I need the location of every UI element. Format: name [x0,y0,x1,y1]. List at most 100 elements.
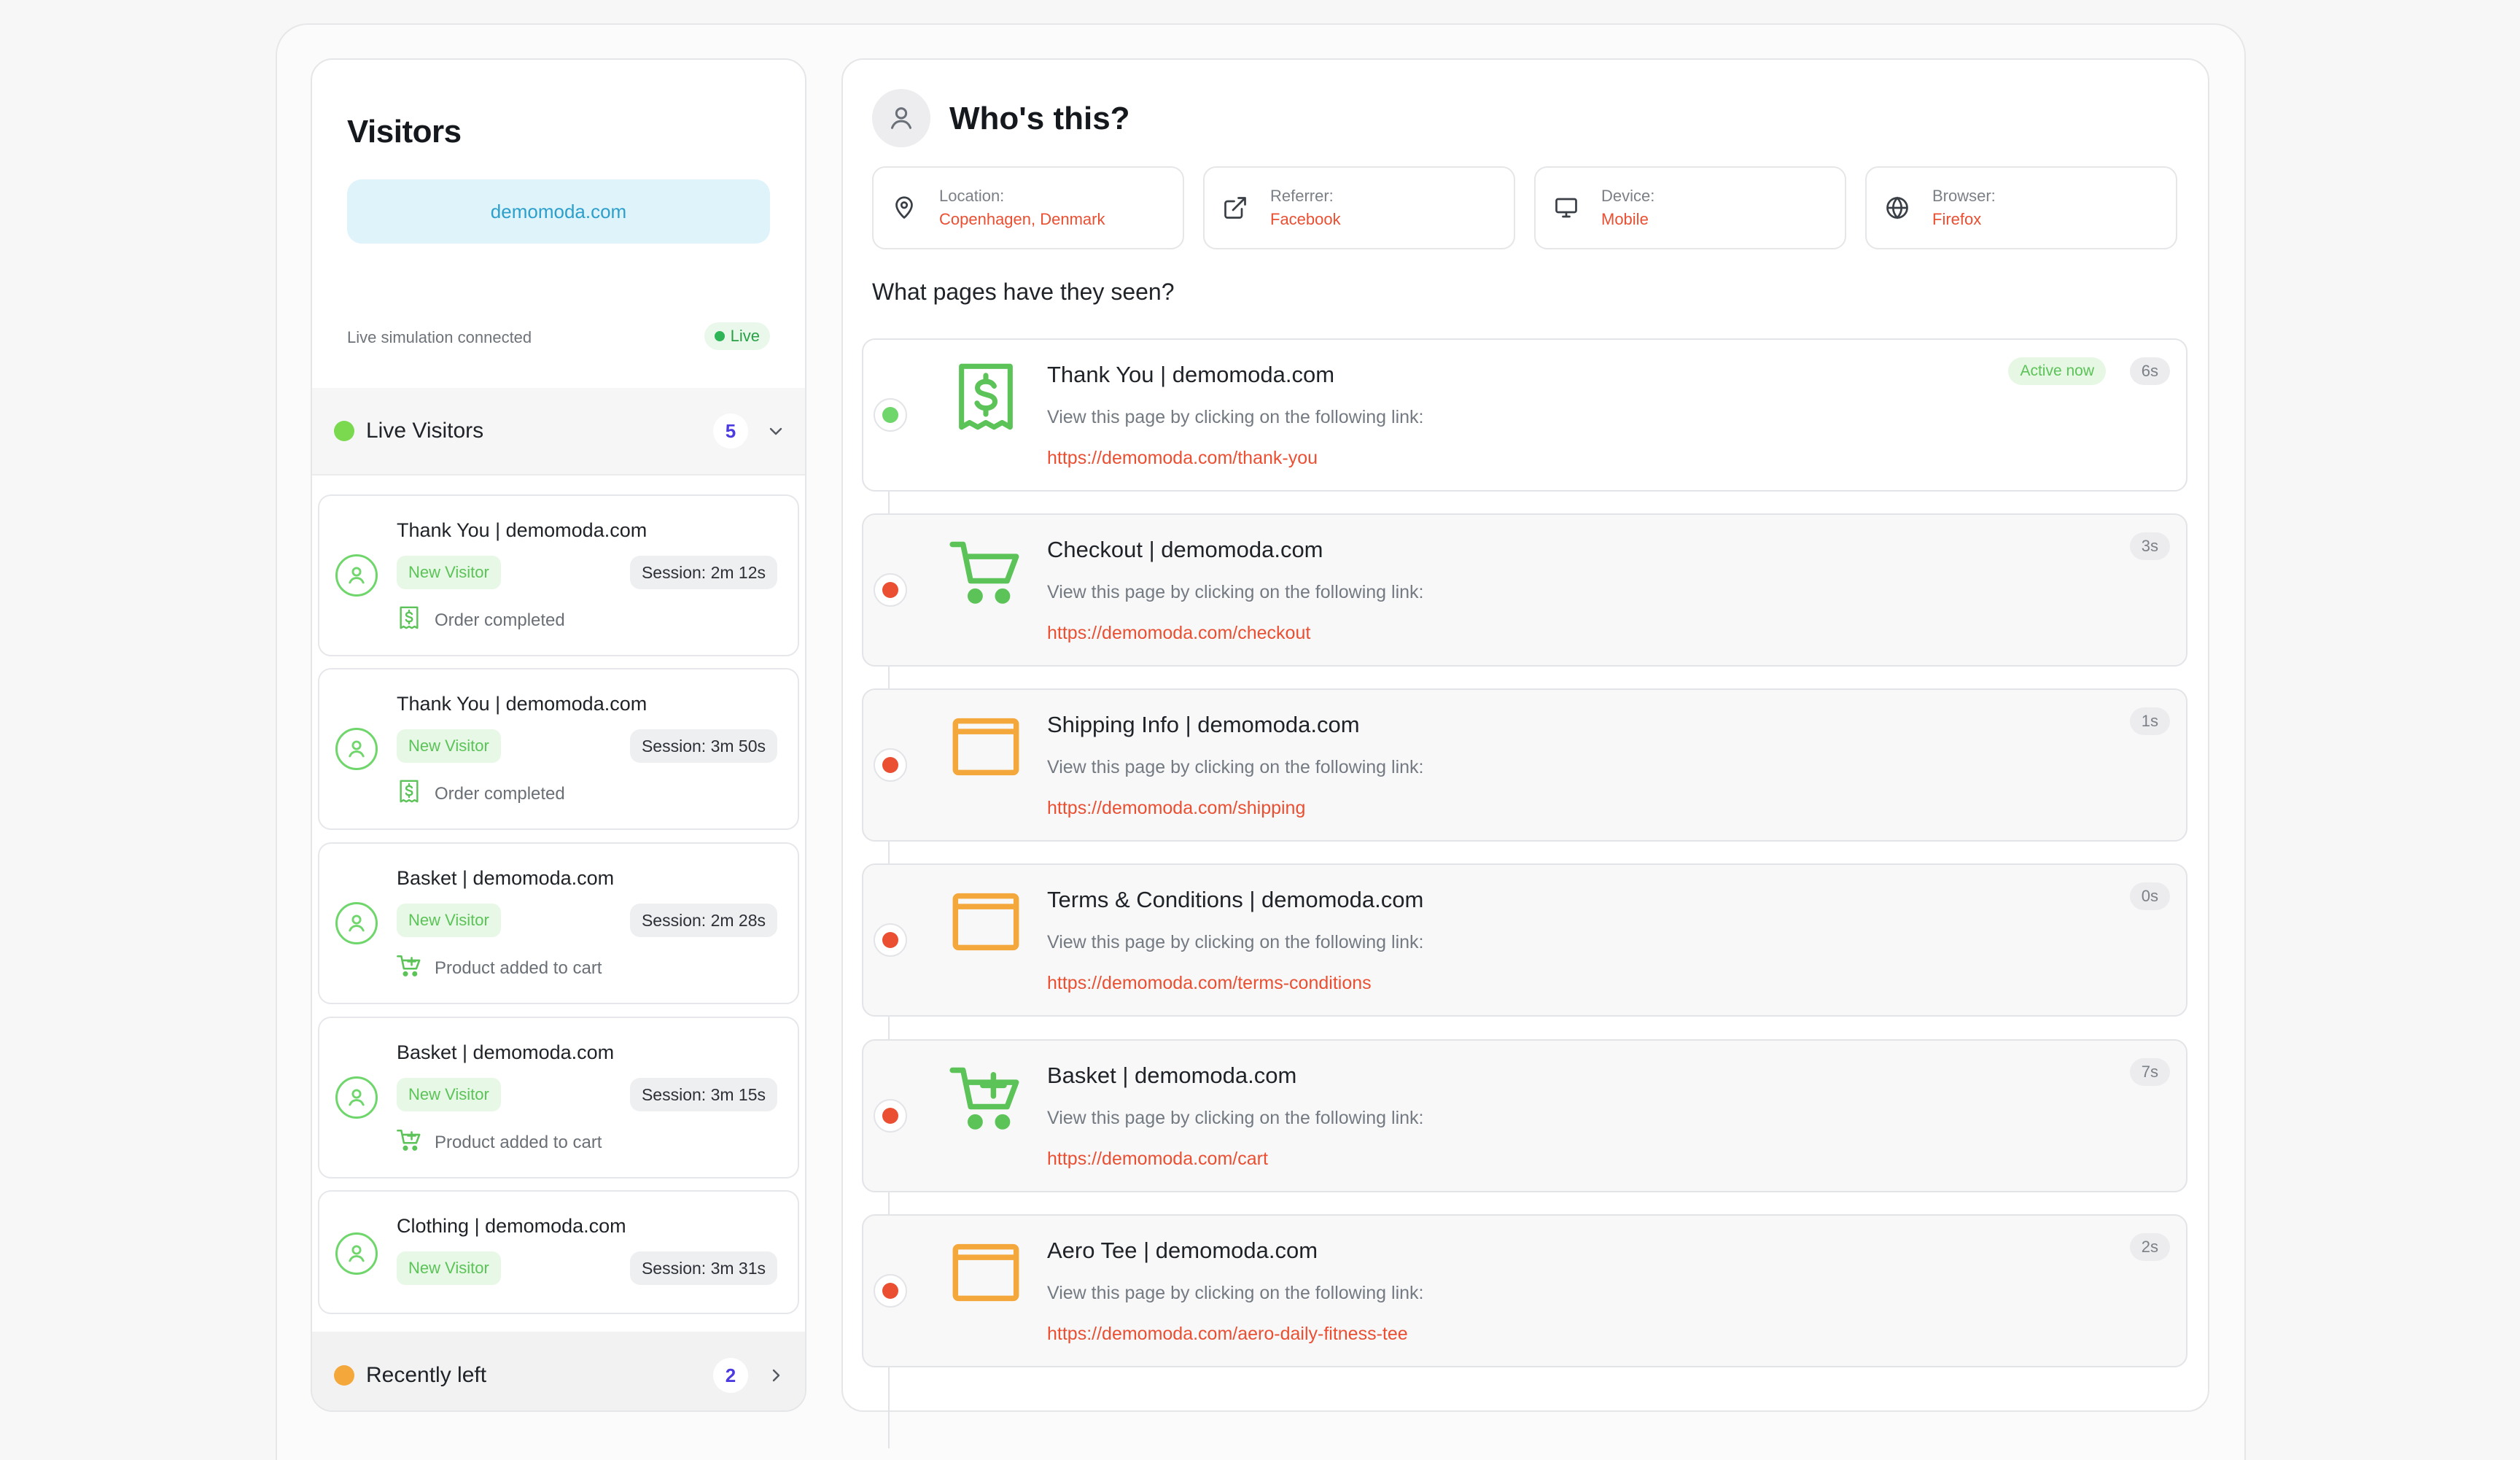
visitor-avatar-icon [335,902,378,944]
page-title: Aero Tee | demomoda.com [1047,1238,1318,1263]
page-link[interactable]: https://demomoda.com/terms-conditions [1047,973,1372,993]
page-link-hint: View this page by clicking on the follow… [1047,757,1424,777]
visitor-avatar-icon [335,554,378,597]
red-status-dot-icon [882,932,898,948]
page-link-hint: View this page by clicking on the follow… [1047,407,1424,427]
info-card-referrer: Referrer: Facebook [1203,166,1515,249]
visitor-detail-panel: Who's this? Location: Copenhagen, Denmar… [841,58,2209,1448]
green-status-dot-icon [882,407,898,423]
visitor-avatar-icon [335,1076,378,1119]
live-visitors-count: 5 [713,413,748,449]
visitor-page-title: Thank You | demomoda.com [397,519,648,541]
red-status-dot-icon [882,582,898,598]
detail-title: Who's this? [949,101,1130,136]
cart-icon [949,535,1022,608]
browser-window-icon [949,710,1022,783]
cart-plus-icon [949,1061,1022,1134]
page-link[interactable]: https://demomoda.com/aero-daily-fitness-… [1047,1324,1408,1344]
recently-left-header[interactable]: Recently left 2 [312,1332,805,1410]
page-link-hint: View this page by clicking on the follow… [1047,1108,1424,1128]
time-on-page-badge: 6s [2129,357,2170,385]
visited-page-item: Thank You | demomoda.com View this page … [862,338,2188,492]
recently-left-label: Recently left [366,1363,487,1387]
browser-window-icon [949,885,1022,958]
session-duration-badge: Session: 2m 28s [629,904,777,937]
timeline-node [874,398,907,432]
visited-page-item: Aero Tee | demomoda.com View this page b… [862,1214,2188,1367]
recently-left-count: 2 [713,1358,748,1393]
info-label: Browser: [1932,187,1996,205]
time-on-page-badge: 1s [2129,707,2170,735]
live-visitors-header[interactable]: Live Visitors 5 [312,388,805,475]
page-link-hint: View this page by clicking on the follow… [1047,1283,1424,1303]
info-value: Mobile [1601,210,1649,228]
visitor-card[interactable]: Clothing | demomoda.com New Visitor Sess… [318,1190,799,1314]
page-link[interactable]: https://demomoda.com/shipping [1047,798,1306,818]
info-label: Device: [1601,187,1655,205]
visitor-event: Order completed [397,779,565,809]
visitor-page-title: Basket | demomoda.com [397,1041,615,1063]
user-icon [872,89,930,147]
page-title: Thank You | demomoda.com [1047,362,1335,387]
info-card-device: Device: Mobile [1534,166,1846,249]
receipt-dollar-icon [397,605,421,635]
visitor-card[interactable]: Thank You | demomoda.com New Visitor Ses… [318,494,799,656]
page-link[interactable]: https://demomoda.com/cart [1047,1149,1268,1169]
timeline-node [874,1274,907,1308]
cart-plus-icon [397,953,421,983]
visitor-avatar-icon [335,1232,378,1275]
timeline-node [874,923,907,957]
visitor-event: Product added to cart [397,1127,602,1157]
info-value: Firefox [1932,210,1982,228]
timeline-node [874,573,907,607]
active-now-badge: Active now [2008,357,2106,385]
time-on-page-badge: 2s [2129,1233,2170,1261]
timeline-node [874,1099,907,1133]
chevron-right-icon[interactable] [767,1367,785,1384]
new-visitor-tag: New Visitor [397,904,501,937]
visited-page-item: Terms & Conditions | demomoda.com View t… [862,863,2188,1017]
receipt-dollar-icon [397,779,421,809]
visited-page-item: Checkout | demomoda.com View this page b… [862,513,2188,667]
visitor-card[interactable]: Basket | demomoda.com New Visitor Sessio… [318,842,799,1004]
receipt-dollar-icon [949,360,1022,433]
new-visitor-tag: New Visitor [397,556,501,589]
orange-status-dot-icon [334,1365,354,1386]
page-title: Terms & Conditions | demomoda.com [1047,887,1424,912]
info-label: Location: [939,187,1005,205]
chevron-down-icon[interactable] [767,422,785,440]
page-title: Basket | demomoda.com [1047,1063,1297,1088]
globe-icon [1884,195,1910,221]
visitor-event: Order completed [397,605,565,635]
visitors-panel: Visitors demomoda.com Live simulation co… [311,58,806,1412]
visitor-event-label: Product added to cart [435,958,602,978]
page-link-hint: View this page by clicking on the follow… [1047,932,1424,952]
visitor-card[interactable]: Basket | demomoda.com New Visitor Sessio… [318,1017,799,1179]
visitor-card[interactable]: Thank You | demomoda.com New Visitor Ses… [318,668,799,830]
info-value: Facebook [1270,210,1341,228]
new-visitor-tag: New Visitor [397,1078,501,1111]
info-card-location: Location: Copenhagen, Denmark [872,166,1184,249]
visited-page-item: Shipping Info | demomoda.com View this p… [862,688,2188,842]
info-card-browser: Browser: Firefox [1865,166,2177,249]
visited-page-item: Basket | demomoda.com View this page by … [862,1039,2188,1192]
external-link-icon [1222,195,1248,221]
live-badge-label: Live [730,327,760,345]
timeline-node [874,748,907,782]
visitor-avatar-icon [335,728,378,770]
simulation-status: Live simulation connected [347,328,532,346]
visitor-event-label: Product added to cart [435,1132,602,1152]
page-title: Shipping Info | demomoda.com [1047,712,1360,737]
pages-heading: What pages have they seen? [872,279,1175,305]
red-status-dot-icon [882,1108,898,1124]
visitor-event-label: Order completed [435,783,565,804]
time-on-page-badge: 7s [2129,1058,2170,1086]
live-visitors-label: Live Visitors [366,419,484,443]
red-status-dot-icon [882,1283,898,1299]
domain-selector[interactable]: demomoda.com [347,179,770,244]
page-link[interactable]: https://demomoda.com/thank-you [1047,448,1318,468]
visitor-page-title: Basket | demomoda.com [397,867,615,889]
time-on-page-badge: 0s [2129,882,2170,910]
cart-plus-icon [397,1127,421,1157]
page-link[interactable]: https://demomoda.com/checkout [1047,623,1311,643]
